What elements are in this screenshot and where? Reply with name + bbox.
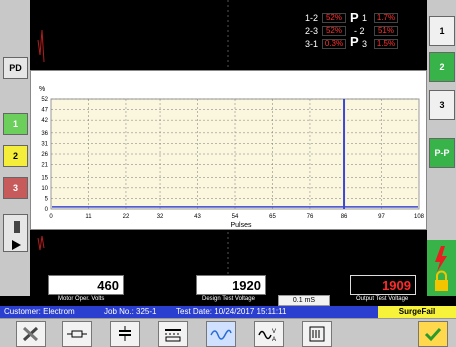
lightning-lock-icon bbox=[435, 246, 448, 291]
status-badge: SurgeFail bbox=[378, 306, 456, 318]
svg-text:V: V bbox=[272, 329, 276, 335]
channel-1-button[interactable]: 1 bbox=[429, 16, 455, 46]
scroll-left-button[interactable] bbox=[3, 214, 28, 252]
waveform-icon bbox=[210, 329, 232, 340]
y-tick-label: 15 bbox=[41, 175, 48, 181]
x-axis-label: Pulses bbox=[230, 222, 252, 229]
x-tick-label: 65 bbox=[269, 214, 276, 220]
test-date-text: Test Date: 10/24/2017 15:11:11 bbox=[176, 307, 287, 316]
right-button-column: 1 2 3 P-P bbox=[427, 0, 456, 296]
phase-1-button[interactable]: 1 bbox=[3, 113, 28, 135]
y-axis-label: % bbox=[39, 86, 45, 93]
job-text: Job No.: 325-1 bbox=[104, 307, 157, 316]
y-tick-label: 52 bbox=[41, 97, 48, 103]
tools-button[interactable] bbox=[16, 321, 46, 347]
y-tick-label: 21 bbox=[41, 163, 48, 169]
confirm-icon bbox=[424, 327, 442, 342]
design-voltage-label: Design Test Voltage bbox=[202, 296, 255, 302]
channel-3-button[interactable]: 3 bbox=[429, 90, 455, 120]
test-info-bar: Customer: Electrom Job No.: 325-1 Test D… bbox=[0, 306, 456, 318]
x-tick-label: 86 bbox=[341, 214, 348, 220]
dc-meter-icon bbox=[165, 329, 181, 342]
y-tick-label: 26 bbox=[41, 152, 48, 158]
ac-volt-amp-button[interactable]: V A bbox=[254, 321, 284, 347]
y-tick-label: 42 bbox=[41, 118, 48, 124]
pd-pulse-chart: % Pulses 0 5 10 15 21 26 31 36 42 47 52 0 11 22 32 43 54… bbox=[30, 70, 427, 230]
p-readout-1: 1 1.7% bbox=[362, 12, 398, 23]
y-tick-label: 31 bbox=[41, 141, 48, 147]
p-readout-3: 3 1.5% bbox=[362, 38, 398, 49]
phase-to-phase-button[interactable]: P-P bbox=[429, 138, 455, 168]
p-letter-top: P bbox=[350, 10, 359, 25]
capacitance-button[interactable] bbox=[110, 321, 140, 347]
x-tick-label: 54 bbox=[232, 214, 239, 220]
p-readout-2: - 2 51% bbox=[354, 25, 398, 36]
output-voltage-label: Output Test Voltage bbox=[356, 296, 409, 302]
time-scale-box[interactable]: 0.1 mS bbox=[278, 295, 330, 306]
confirm-button[interactable] bbox=[418, 321, 448, 347]
x-tick-label: 22 bbox=[123, 214, 130, 220]
channel-2-button[interactable]: 2 bbox=[429, 52, 455, 82]
p-letter-bottom: P bbox=[350, 34, 359, 49]
x-tick-label: 0 bbox=[49, 214, 53, 220]
readout-row-3-1: 3-1 0.3% bbox=[300, 38, 346, 49]
resistance-button[interactable] bbox=[62, 321, 92, 347]
output-voltage-value: 1909 bbox=[350, 275, 416, 295]
x-tick-label: 76 bbox=[307, 214, 314, 220]
customer-text: Customer: Electrom bbox=[4, 307, 75, 316]
lock-panel[interactable] bbox=[427, 240, 456, 296]
readout-row-2-3: 2-3 52% bbox=[300, 25, 346, 36]
readout-row-1-2: 1-2 52% bbox=[300, 12, 346, 23]
chart-svg: % Pulses 0 5 10 15 21 26 31 36 42 47 52 0 11 22 32 43 54… bbox=[39, 86, 425, 229]
red-trace-bottom bbox=[37, 235, 45, 251]
phase-2-button[interactable]: 2 bbox=[3, 145, 28, 167]
design-voltage-value: 1920 bbox=[196, 275, 266, 295]
pd-button[interactable]: PD bbox=[3, 57, 28, 79]
motor-volts-value: 460 bbox=[48, 275, 124, 295]
bottom-toolbar: V A bbox=[0, 318, 456, 347]
motor-volts-label: Motor Oper. Volts bbox=[58, 296, 105, 302]
tools-icon bbox=[22, 326, 39, 342]
phase-3-button[interactable]: 3 bbox=[3, 177, 28, 199]
y-tick-label: 36 bbox=[41, 131, 48, 137]
waveform-button[interactable] bbox=[206, 321, 236, 347]
scope-background bbox=[37, 0, 229, 275]
play-arrow-icon bbox=[12, 221, 21, 250]
report-button[interactable] bbox=[302, 321, 332, 347]
red-trace-top bbox=[37, 29, 45, 63]
capacitor-icon bbox=[119, 326, 131, 341]
x-tick-label: 32 bbox=[157, 214, 164, 220]
ac-volt-amp-icon: V A bbox=[258, 329, 276, 343]
resistor-icon bbox=[67, 330, 87, 338]
y-tick-label: 5 bbox=[45, 196, 49, 202]
x-tick-label: 11 bbox=[85, 214, 92, 220]
x-tick-label: 108 bbox=[414, 214, 425, 220]
y-tick-label: 10 bbox=[41, 186, 48, 192]
y-tick-label: 0 bbox=[45, 207, 49, 213]
report-icon bbox=[309, 326, 325, 342]
dc-meter-button[interactable] bbox=[158, 321, 188, 347]
y-tick-label: 47 bbox=[41, 108, 48, 114]
x-tick-label: 97 bbox=[378, 214, 385, 220]
x-tick-label: 43 bbox=[194, 214, 201, 220]
svg-text:A: A bbox=[272, 337, 276, 343]
left-button-column: PD 1 2 3 bbox=[0, 0, 30, 296]
